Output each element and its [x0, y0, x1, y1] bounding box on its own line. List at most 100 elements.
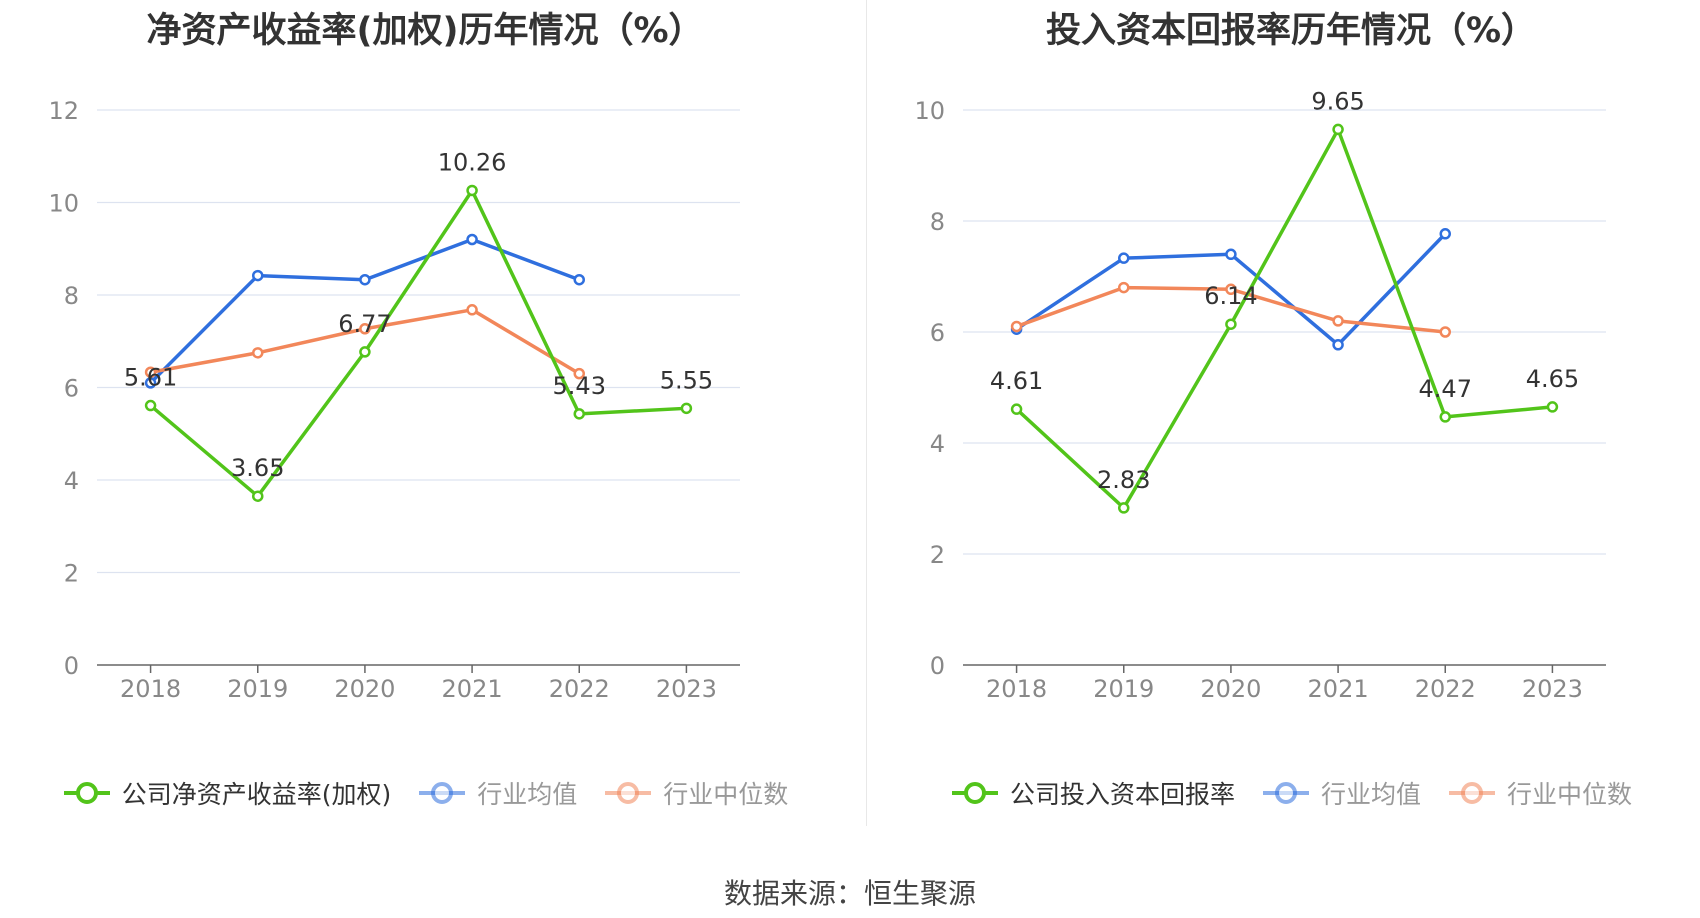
- x-tick-label: 2020: [334, 675, 395, 703]
- x-tick-label: 2023: [656, 675, 717, 703]
- legend-line-icon: [605, 782, 652, 804]
- data-point-median: [1332, 315, 1344, 327]
- legend-icon-circle: [617, 782, 640, 804]
- roic-line-chart: 0 2 4 6 8 10 2018 2019 2020 2021 2022 2023 4.61 2.83 6…: [914, 87, 1606, 703]
- data-point-average: [252, 269, 264, 282]
- series-line-company: [149, 188, 687, 498]
- y-tick-label: 4: [64, 467, 79, 495]
- legend-item-average[interactable]: 行业均值: [417, 775, 577, 811]
- chart-legend: 公司投入资本回报率 行业均值 行业中位数: [866, 775, 1700, 811]
- y-tick-label: 8: [64, 282, 79, 310]
- data-point-company: [1332, 123, 1344, 136]
- legend-icon-circle: [963, 782, 986, 804]
- data-point-average: [359, 273, 371, 286]
- x-tick-label: 2021: [442, 675, 503, 703]
- legend-line-icon: [419, 782, 466, 804]
- legend-label: 行业均值: [1320, 780, 1421, 809]
- legend-icon-circle: [1274, 782, 1297, 804]
- y-tick-label: 12: [48, 97, 79, 125]
- data-source-note: 数据来源：恒生聚源: [723, 877, 976, 910]
- legend-item-company[interactable]: 公司投入资本回报率: [950, 775, 1235, 811]
- data-point-company: [144, 399, 157, 412]
- chart-title: 净资产收益率(加权)历年情况（%）: [146, 11, 704, 51]
- roe-chart-panel: 净资产收益率(加权)历年情况（%） 0 2 4 6 8 10 12 2018 2019 2020 2…: [0, 0, 850, 830]
- data-point-average: [573, 273, 585, 286]
- roic-chart-panel: 投入资本回报率历年情况（%） 0 2 4 6 8 10 2018 2019 2020 2021 20…: [866, 0, 1700, 830]
- legend-label: 公司投入资本回报率: [1009, 780, 1235, 809]
- data-point-median: [252, 347, 264, 359]
- data-point-average: [1332, 339, 1344, 351]
- data-label: 5.61: [124, 364, 177, 392]
- data-point-company: [1010, 403, 1023, 415]
- y-tick-label: 2: [930, 541, 945, 569]
- legend-item-company[interactable]: 公司净资产收益率(加权): [62, 775, 392, 811]
- legend-line-icon: [63, 782, 110, 804]
- y-tick-label: 0: [930, 652, 945, 680]
- data-point-company: [1439, 411, 1451, 423]
- y-tick-label: 10: [48, 190, 79, 218]
- series-line-company: [1015, 127, 1553, 510]
- data-label: 4.65: [1526, 365, 1579, 393]
- y-tick-label: 6: [930, 319, 945, 347]
- data-point-median: [1010, 320, 1023, 333]
- data-point-average: [1439, 228, 1451, 240]
- x-tick-label: 2022: [549, 675, 610, 703]
- data-point-median: [1225, 283, 1237, 296]
- y-tick-label: 6: [64, 375, 79, 403]
- x-tick-label: 2021: [1308, 675, 1369, 703]
- data-point-company: [1225, 318, 1237, 330]
- data-point-median: [1118, 281, 1130, 294]
- legend-icon-circle: [431, 782, 454, 804]
- legend-item-median[interactable]: 行业中位数: [1447, 775, 1632, 811]
- panel-divider: [866, 0, 867, 826]
- data-point-company: [1118, 502, 1130, 514]
- x-tick-label: 2019: [1093, 675, 1154, 703]
- data-point-median: [466, 304, 478, 316]
- data-label: 6.77: [338, 310, 391, 338]
- data-label: 4.61: [990, 367, 1043, 395]
- chart-title: 投入资本回报率历年情况（%）: [1045, 11, 1537, 51]
- data-point-median: [359, 323, 371, 335]
- data-point-median: [1439, 326, 1451, 338]
- y-tick-label: 8: [930, 208, 945, 236]
- legend-item-average[interactable]: 行业均值: [1261, 775, 1421, 811]
- y-tick-label: 4: [930, 430, 945, 458]
- x-tick-label: 2020: [1200, 675, 1261, 703]
- legend-line-icon: [1449, 782, 1495, 804]
- data-label: 4.47: [1419, 375, 1472, 403]
- data-label: 5.55: [660, 366, 713, 394]
- x-tick-label: 2019: [227, 675, 288, 703]
- legend-line-icon: [951, 782, 998, 804]
- data-label: 6.14: [1204, 282, 1257, 310]
- data-point-median: [144, 366, 157, 378]
- legend-icon-circle: [1461, 782, 1483, 804]
- x-tick-label: 2018: [986, 675, 1047, 703]
- y-tick-label: 0: [64, 652, 79, 680]
- data-point-company: [680, 402, 693, 415]
- data-label: 10.26: [438, 148, 507, 176]
- x-tick-label: 2018: [120, 675, 181, 703]
- data-label: 2.83: [1097, 466, 1150, 494]
- data-label: 3.65: [231, 454, 284, 482]
- legend-label: 行业中位数: [663, 780, 789, 809]
- data-point-median: [573, 367, 585, 380]
- chart-legend: 公司净资产收益率(加权) 行业均值 行业中位数: [0, 775, 850, 811]
- legend-item-median[interactable]: 行业中位数: [603, 775, 788, 811]
- data-point-average: [1225, 248, 1237, 261]
- legend-icon-circle: [75, 782, 98, 804]
- data-point-average: [144, 377, 157, 389]
- data-point-company: [1546, 401, 1559, 413]
- data-point-average: [466, 233, 478, 246]
- data-point-company: [252, 490, 264, 502]
- legend-label: 公司净资产收益率(加权): [121, 780, 392, 809]
- data-label: 5.43: [553, 372, 606, 400]
- data-point-company: [359, 346, 371, 358]
- legend-line-icon: [1262, 782, 1309, 804]
- legend-label: 行业中位数: [1507, 780, 1633, 809]
- data-point-company: [466, 184, 478, 197]
- legend-label: 行业均值: [477, 780, 578, 809]
- x-tick-label: 2023: [1522, 675, 1583, 703]
- y-tick-label: 10: [914, 97, 945, 125]
- y-tick-label: 2: [64, 560, 79, 588]
- data-point-average: [1118, 252, 1130, 264]
